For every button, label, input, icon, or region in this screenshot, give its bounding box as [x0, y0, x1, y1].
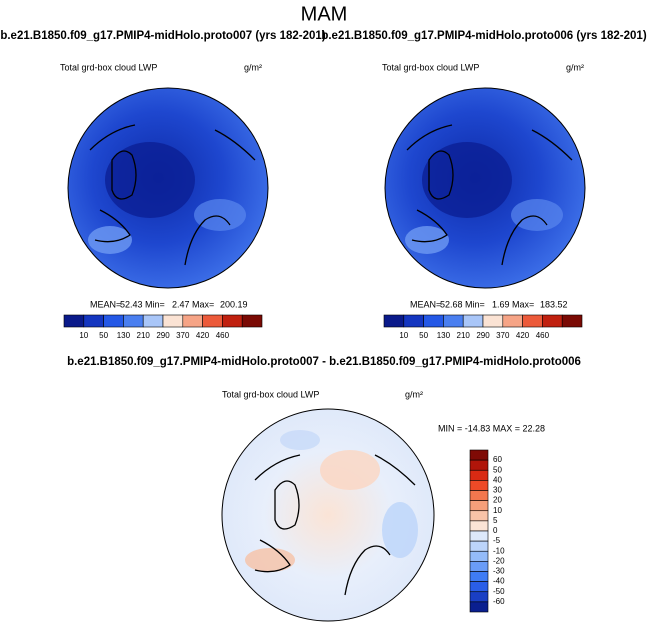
colorbar-label: 40 [493, 475, 502, 484]
panel-title: b.e21.B1850.f09_g17.PMIP4-midHolo.proto0… [67, 356, 581, 368]
stat-text: Min= [465, 299, 485, 309]
colorbar-label: 50 [99, 331, 108, 340]
colorbar-label: 460 [536, 331, 550, 340]
stat-text: 1.69 [492, 299, 510, 309]
figure-title: MAM [301, 3, 348, 25]
colorbar-box [469, 601, 489, 613]
colorbar-box [469, 561, 489, 572]
colorbar-box [182, 314, 203, 328]
stat-text: 183.52 [540, 299, 568, 309]
colorbar-box [469, 510, 489, 522]
colorbar-label: 210 [457, 331, 471, 340]
colorbar-label: 420 [196, 331, 210, 340]
colorbar-label: 130 [117, 331, 131, 340]
colorbar-label: 30 [493, 486, 502, 495]
colorbar-box [469, 520, 489, 532]
colorbar-box [482, 314, 504, 328]
panel-stats: MEAN=52.43 Min= 2.47 Max= 200.19 [90, 299, 248, 309]
panel-title: b.e21.B1850.f09_g17.PMIP4-midHolo.proto0… [321, 30, 647, 42]
colorbar-box [561, 314, 583, 328]
colorbar-box [142, 314, 164, 328]
colorbar-box [469, 490, 489, 501]
map [67, 87, 269, 289]
colorbar-box [123, 314, 144, 328]
colorbar-label: -40 [493, 577, 505, 586]
colorbar-label: 420 [516, 331, 530, 340]
colorbar-label: 210 [137, 331, 151, 340]
colorbar-label: 50 [493, 465, 502, 474]
colorbar-box [469, 480, 489, 491]
panel-subtitle: Total grd-box cloud LWP [60, 62, 157, 72]
colorbar-label: -20 [493, 556, 505, 565]
colorbar-label: 370 [176, 331, 190, 340]
colorbar-box [403, 314, 424, 328]
panel-units: g/m² [244, 62, 262, 72]
colorbar-box [383, 314, 405, 328]
map [221, 408, 435, 622]
colorbar-label: -5 [493, 536, 501, 545]
colorbar-label: 10 [493, 506, 502, 515]
stat-text: MEAN= [410, 299, 441, 309]
panel-subtitle: Total grd-box cloud LWP [222, 389, 319, 399]
colorbar-box [423, 314, 444, 328]
stat-text: Max= [192, 299, 214, 309]
stat-text: Min= [145, 299, 165, 309]
colorbar-box [542, 314, 563, 328]
colorbar-box [469, 591, 489, 603]
colorbar-label: 0 [493, 526, 498, 535]
colorbar-box [162, 314, 184, 328]
colorbar-box [469, 581, 489, 593]
colorbar-box [202, 314, 223, 328]
colorbar-label: -60 [493, 597, 505, 606]
colorbar-box [502, 314, 523, 328]
colorbar-box [469, 571, 489, 582]
colorbar: 10 50 130 210 290 370 420 460 [63, 314, 263, 340]
colorbar-box [443, 314, 464, 328]
colorbar-label: 370 [496, 331, 510, 340]
colorbar-box [469, 500, 489, 512]
colorbar-label: 60 [493, 455, 502, 464]
colorbar-box [469, 530, 489, 542]
colorbar-box [83, 314, 104, 328]
colorbar: 10 50 130 210 290 370 420 460 [383, 314, 583, 340]
colorbar-box [241, 314, 263, 328]
colorbar-label: 130 [437, 331, 451, 340]
panel-stats: MIN = -14.83 MAX = 22.28 [438, 423, 545, 433]
colorbar-box [222, 314, 243, 328]
colorbar-box [469, 469, 489, 481]
panel-subtitle: Total grd-box cloud LWP [382, 62, 479, 72]
colorbar-label: -50 [493, 587, 505, 596]
colorbar-label: 10 [79, 331, 88, 340]
colorbar-label: 290 [476, 331, 490, 340]
stat-text: 52.43 [120, 299, 143, 309]
colorbar-box [469, 550, 489, 562]
colorbar-label: 290 [156, 331, 170, 340]
stat-text: 52.68 [440, 299, 463, 309]
map [384, 87, 586, 289]
panel-title: b.e21.B1850.f09_g17.PMIP4-midHolo.proto0… [0, 30, 326, 42]
colorbar-box [469, 459, 489, 471]
colorbar-box [469, 449, 489, 461]
colorbar-box [63, 314, 85, 328]
stat-text: MEAN= [90, 299, 121, 309]
stat-text: 200.19 [220, 299, 248, 309]
colorbar-label: -30 [493, 567, 505, 576]
colorbar-label: 50 [419, 331, 428, 340]
stat-text: 2.47 [172, 299, 190, 309]
colorbar-box [469, 540, 489, 552]
stat-text: Max= [512, 299, 534, 309]
colorbar-label: 460 [216, 331, 230, 340]
colorbar-box [103, 314, 124, 328]
colorbar-label: -10 [493, 546, 505, 555]
panel-units: g/m² [566, 62, 584, 72]
colorbar-label: 20 [493, 496, 502, 505]
colorbar-label: 10 [399, 331, 408, 340]
colorbar-box [462, 314, 484, 328]
panel-stats: MEAN=52.68 Min= 1.69 Max= 183.52 [410, 299, 568, 309]
colorbar-label: 5 [493, 516, 498, 525]
colorbar-box [522, 314, 543, 328]
panel-units: g/m² [405, 389, 423, 399]
